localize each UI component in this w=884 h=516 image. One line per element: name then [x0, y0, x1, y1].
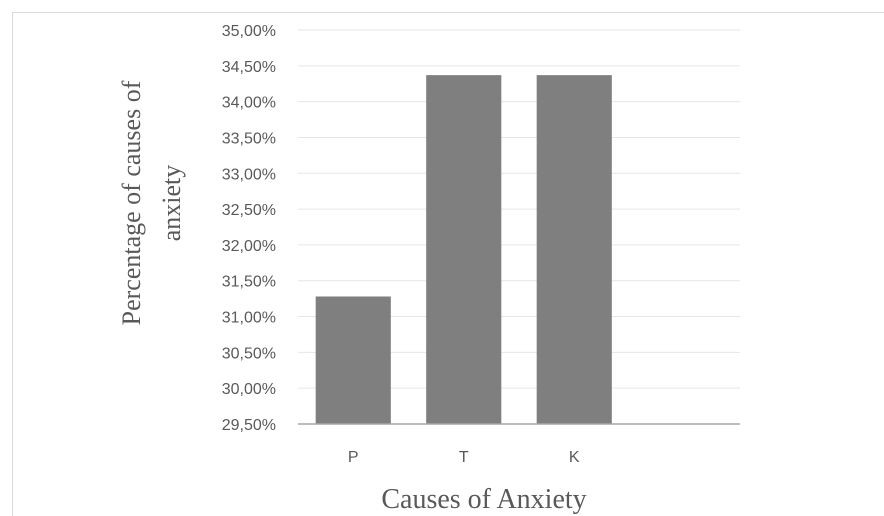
bar-p — [315, 296, 391, 424]
x-axis-title: Causes of Anxiety — [381, 484, 586, 515]
bar-k — [536, 75, 612, 424]
bar-t — [426, 75, 502, 424]
gridlines — [298, 29, 740, 389]
y-tick-label: 34,50% — [222, 59, 276, 76]
y-tick-label: 32,50% — [222, 202, 276, 219]
x-tick-label: T — [459, 449, 469, 466]
chart-frame — [12, 12, 884, 516]
y-tick-label: 33,50% — [222, 130, 276, 147]
y-tick-label: 32,00% — [222, 238, 276, 255]
x-tick-label: K — [569, 449, 580, 466]
y-tick-label: 29,50% — [222, 417, 276, 434]
y-tick-label: 35,00% — [222, 23, 276, 40]
bars — [315, 75, 612, 424]
x-tick-label: P — [348, 449, 359, 466]
y-tick-label: 31,00% — [222, 310, 276, 327]
y-axis-ticks: 29,50% 30,00% 30,50% 31,00% 31,50% 32,00% 32,5… — [222, 23, 276, 434]
y-tick-label: 33,00% — [222, 166, 276, 183]
y-axis-title-line-2: anxiety — [157, 165, 186, 242]
y-tick-label: 34,00% — [222, 95, 276, 112]
y-tick-label: 30,50% — [222, 345, 276, 362]
y-tick-label: 31,50% — [222, 274, 276, 291]
y-tick-label: 30,00% — [222, 381, 276, 398]
y-axis-title-line-1: Percentage of causes of — [117, 80, 146, 325]
